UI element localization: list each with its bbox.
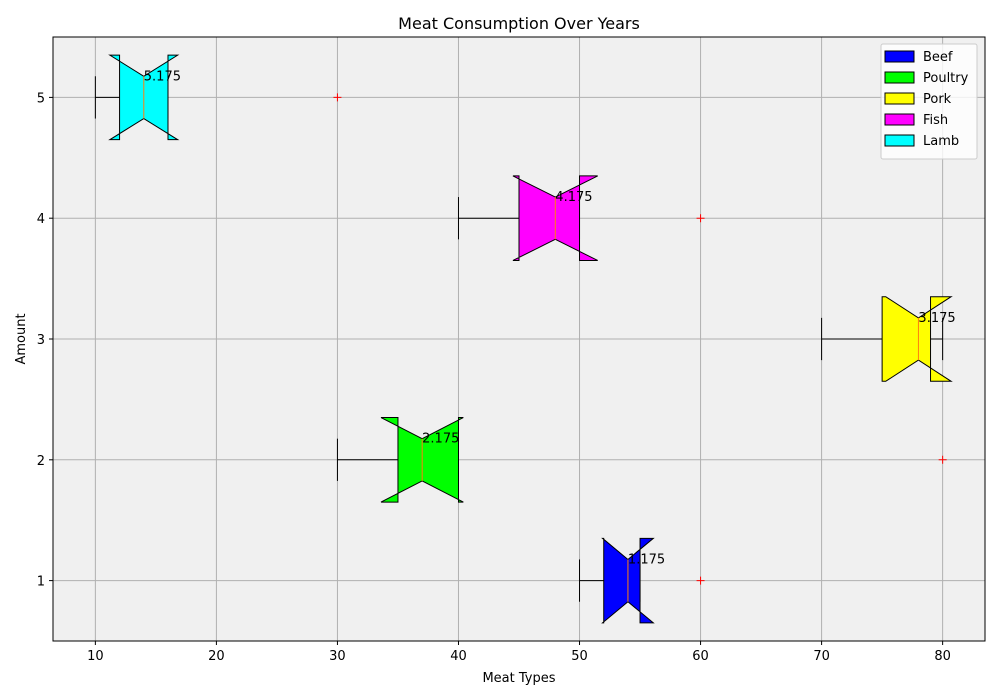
- box-annotation: 3.175: [918, 311, 955, 326]
- y-tick-label: 4: [37, 212, 45, 227]
- legend-label: Pork: [923, 92, 952, 107]
- x-tick-label: 40: [450, 649, 467, 664]
- box-annotation: 1.175: [628, 552, 665, 567]
- plot-frame: [52, 36, 986, 642]
- box: [881, 296, 953, 382]
- y-axis-label: Amount: [14, 313, 29, 364]
- x-tick-label: 50: [571, 649, 588, 664]
- box-annotation: 2.175: [422, 432, 459, 447]
- flier: [938, 455, 947, 464]
- legend-swatch: [884, 92, 915, 105]
- y-tick-label: 3: [37, 333, 45, 348]
- box-group: 4.175: [457, 175, 705, 261]
- chart-title: Meat Consumption Over Years: [398, 14, 640, 33]
- box-group: 5.175: [94, 54, 342, 141]
- x-tick-label: 80: [934, 649, 951, 664]
- legend-swatch: [884, 113, 915, 126]
- legend: Beef Poultry Pork Fish Lamb: [880, 43, 978, 160]
- legend-label: Poultry: [923, 71, 969, 86]
- y-tick-label: 2: [37, 454, 45, 469]
- legend-swatch: [884, 71, 915, 84]
- x-tick-label: 20: [208, 649, 225, 664]
- box-group: 2.175: [336, 417, 947, 503]
- x-tick-label: 30: [329, 649, 346, 664]
- box-group: 3.175: [821, 296, 956, 382]
- y-tick-label: 5: [37, 91, 45, 106]
- x-tick-label: 70: [813, 649, 830, 664]
- box-annotation: 5.175: [144, 69, 181, 84]
- flier: [696, 576, 705, 585]
- legend-label: Fish: [923, 113, 948, 128]
- legend-swatch: [884, 134, 915, 147]
- legend-label: Beef: [923, 50, 953, 65]
- box-group: 1.175: [579, 537, 705, 624]
- legend-swatch: [884, 50, 915, 63]
- y-tick-label: 1: [37, 575, 45, 590]
- box-annotation: 4.175: [555, 190, 592, 205]
- x-axis-label: Meat Types: [482, 671, 555, 686]
- flier: [333, 93, 342, 102]
- flier: [696, 214, 705, 223]
- x-tick-label: 10: [87, 649, 104, 664]
- legend-label: Lamb: [923, 134, 959, 149]
- x-tick-label: 60: [692, 649, 709, 664]
